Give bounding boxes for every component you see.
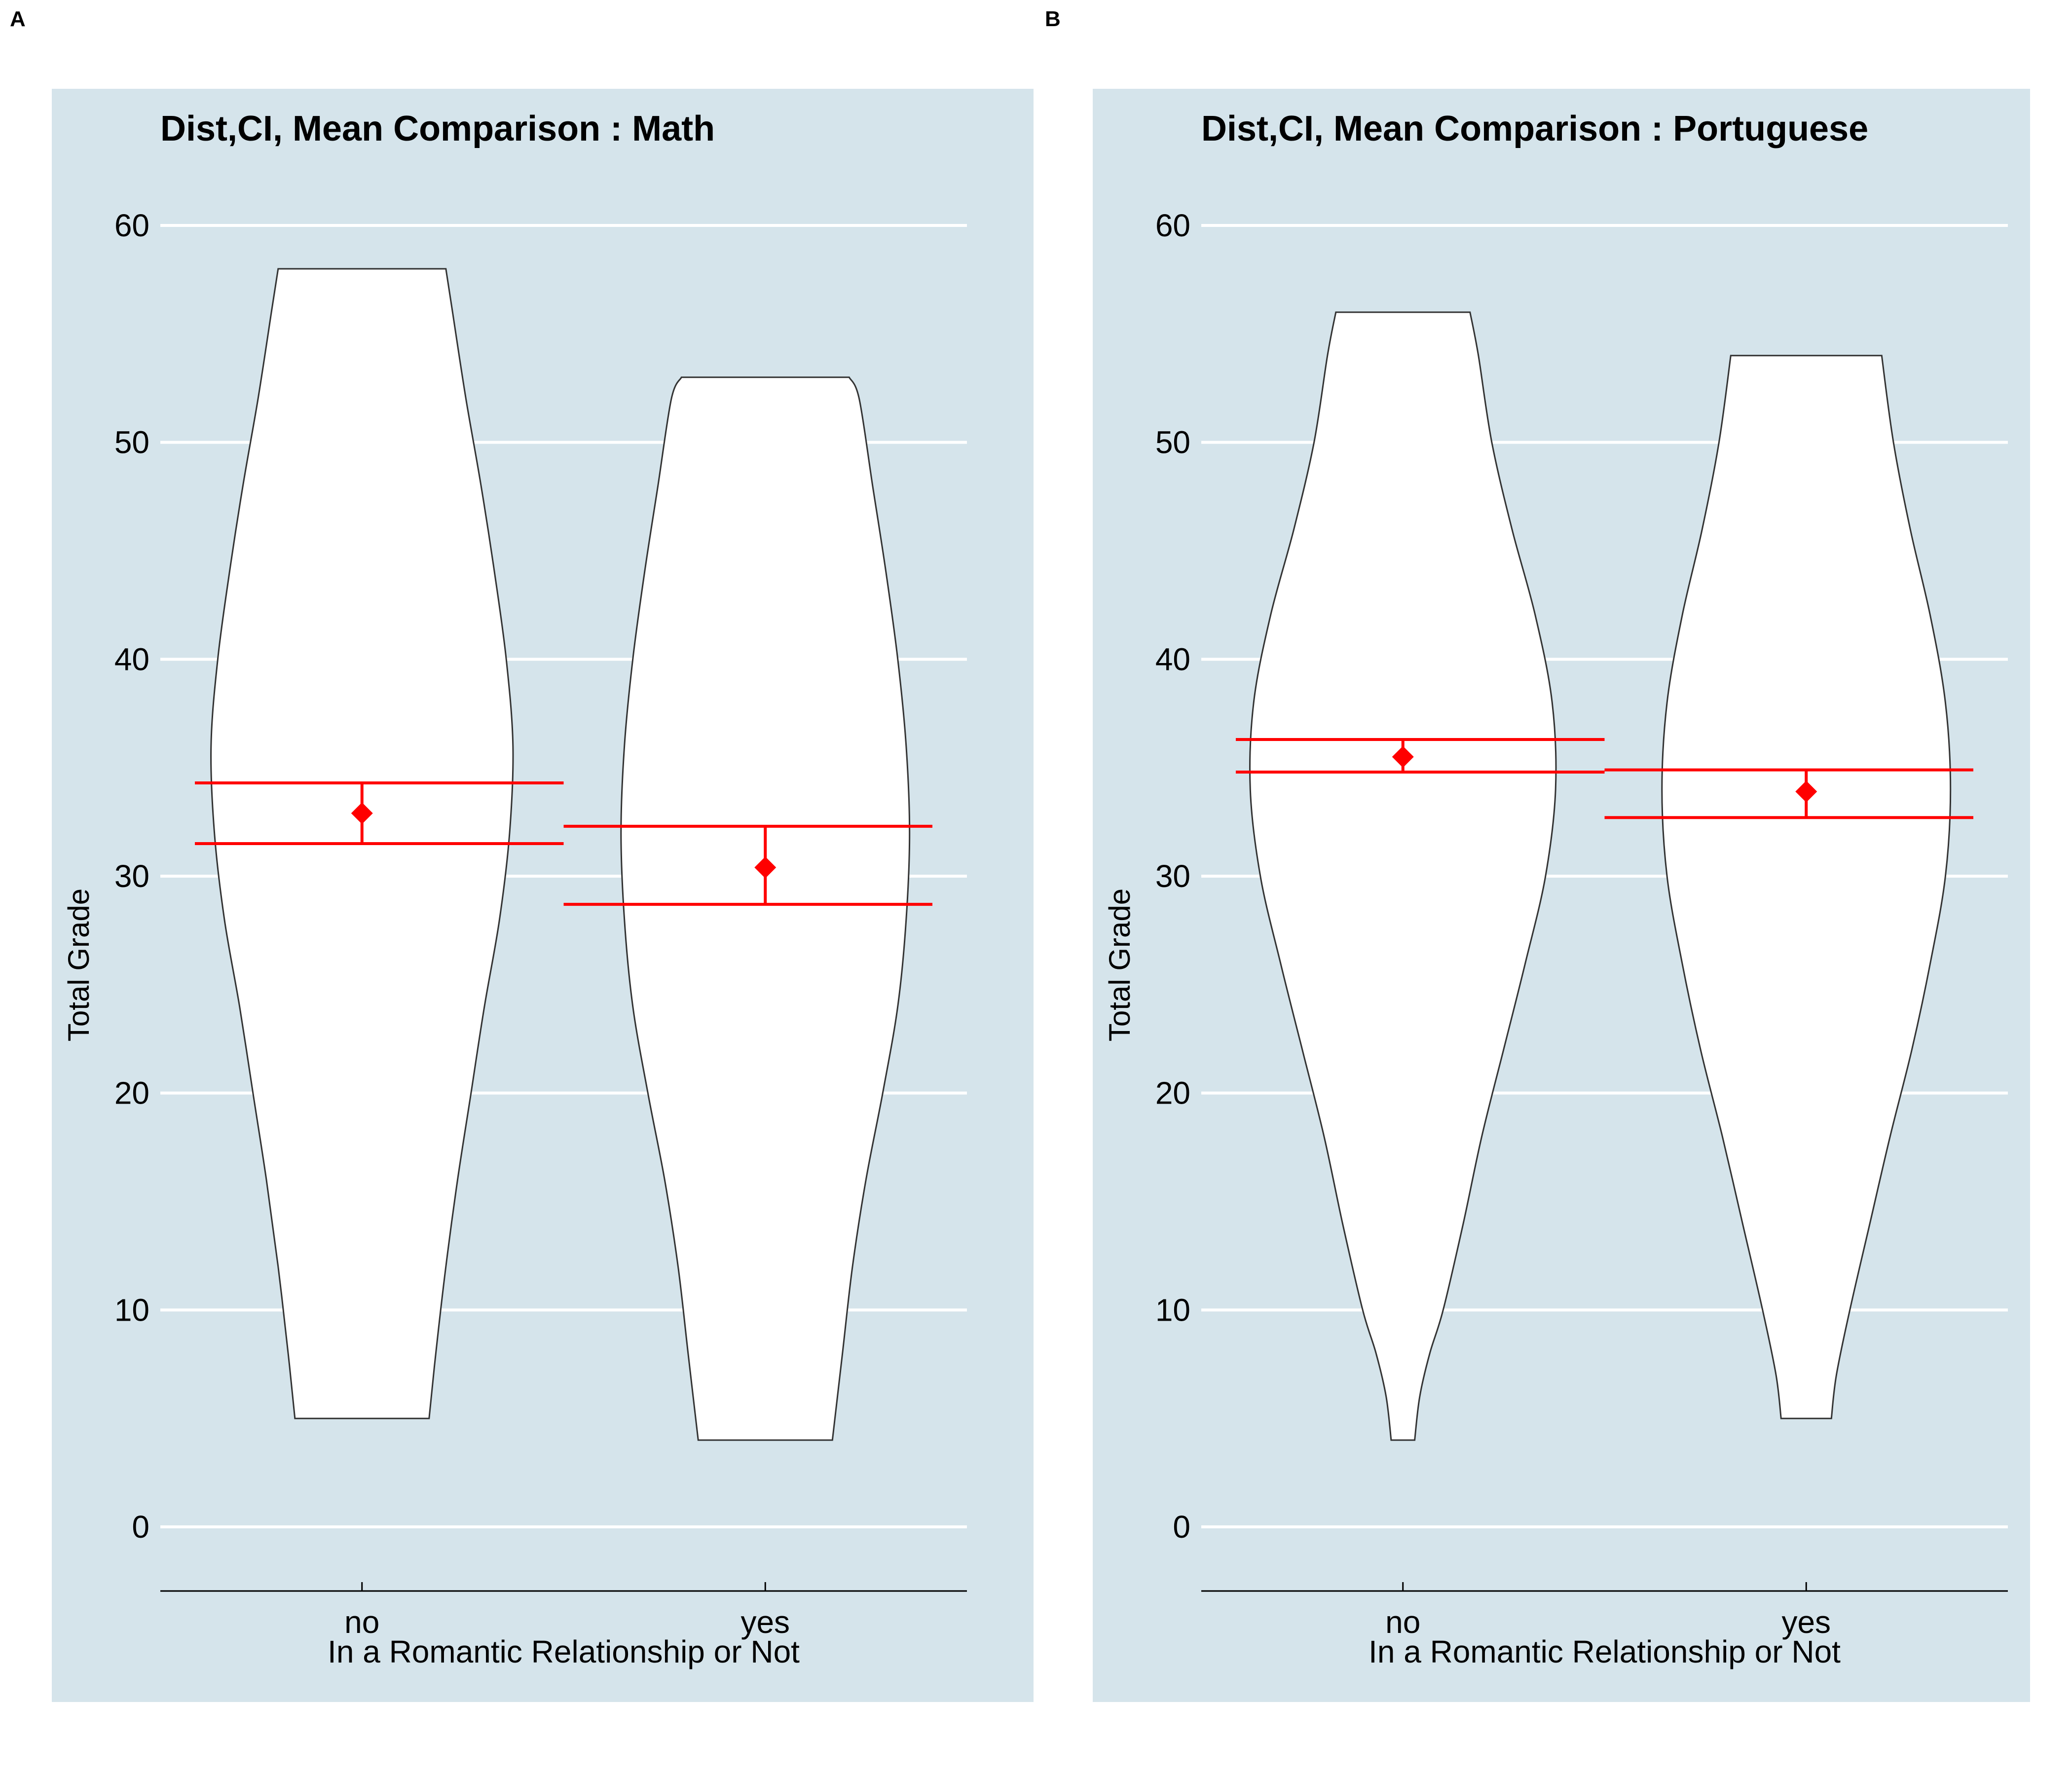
violin-yes [1661, 355, 1952, 1419]
panel-b-letter: B [1045, 7, 1061, 31]
violin-no [1249, 311, 1557, 1441]
x-tick-label: no [1385, 1604, 1420, 1640]
chart-title: Dist,CI, Mean Comparison : Math [160, 109, 715, 148]
y-tick-label: 20 [1155, 1075, 1190, 1111]
y-tick-label: 60 [1155, 208, 1190, 243]
y-tick-label: 0 [1173, 1509, 1190, 1545]
x-tick-label: no [344, 1604, 379, 1640]
x-tick-label: yes [740, 1604, 790, 1640]
chart-panel-portuguese: 0 10 20 30 40 50 60 no yes Dist,CI, Mean Comparis… [1093, 89, 2030, 1702]
mean-marker [754, 856, 777, 879]
mean-marker [1392, 746, 1414, 768]
y-tick-label: 50 [114, 425, 149, 460]
y-tick-label: 0 [132, 1509, 149, 1545]
x-axis-label: In a Romantic Relationship or Not [1369, 1634, 1841, 1669]
y-tick-label: 40 [114, 641, 149, 677]
y-tick-label: 10 [114, 1292, 149, 1328]
y-tick-label: 60 [114, 208, 149, 243]
mean-marker [1795, 780, 1817, 803]
y-tick-label: 20 [114, 1075, 149, 1111]
x-tick-label: yes [1781, 1604, 1831, 1640]
chart-panel-math: 0 10 20 30 40 50 60 no yes Dist,CI, Mean Comparis… [52, 89, 1034, 1702]
y-tick-label: 50 [1155, 425, 1190, 460]
y-tick-label: 40 [1155, 641, 1190, 677]
mean-marker [351, 802, 373, 824]
y-axis-label: Total Grade [62, 888, 95, 1041]
violin-yes [620, 376, 911, 1441]
x-axis-label: In a Romantic Relationship or Not [328, 1634, 800, 1669]
panel-a-letter: A [10, 7, 26, 31]
y-tick-label: 30 [114, 858, 149, 894]
y-tick-label: 10 [1155, 1292, 1190, 1328]
y-tick-label: 30 [1155, 858, 1190, 894]
y-axis-label: Total Grade [1103, 888, 1136, 1041]
chart-title: Dist,CI, Mean Comparison : Portuguese [1201, 109, 1868, 148]
